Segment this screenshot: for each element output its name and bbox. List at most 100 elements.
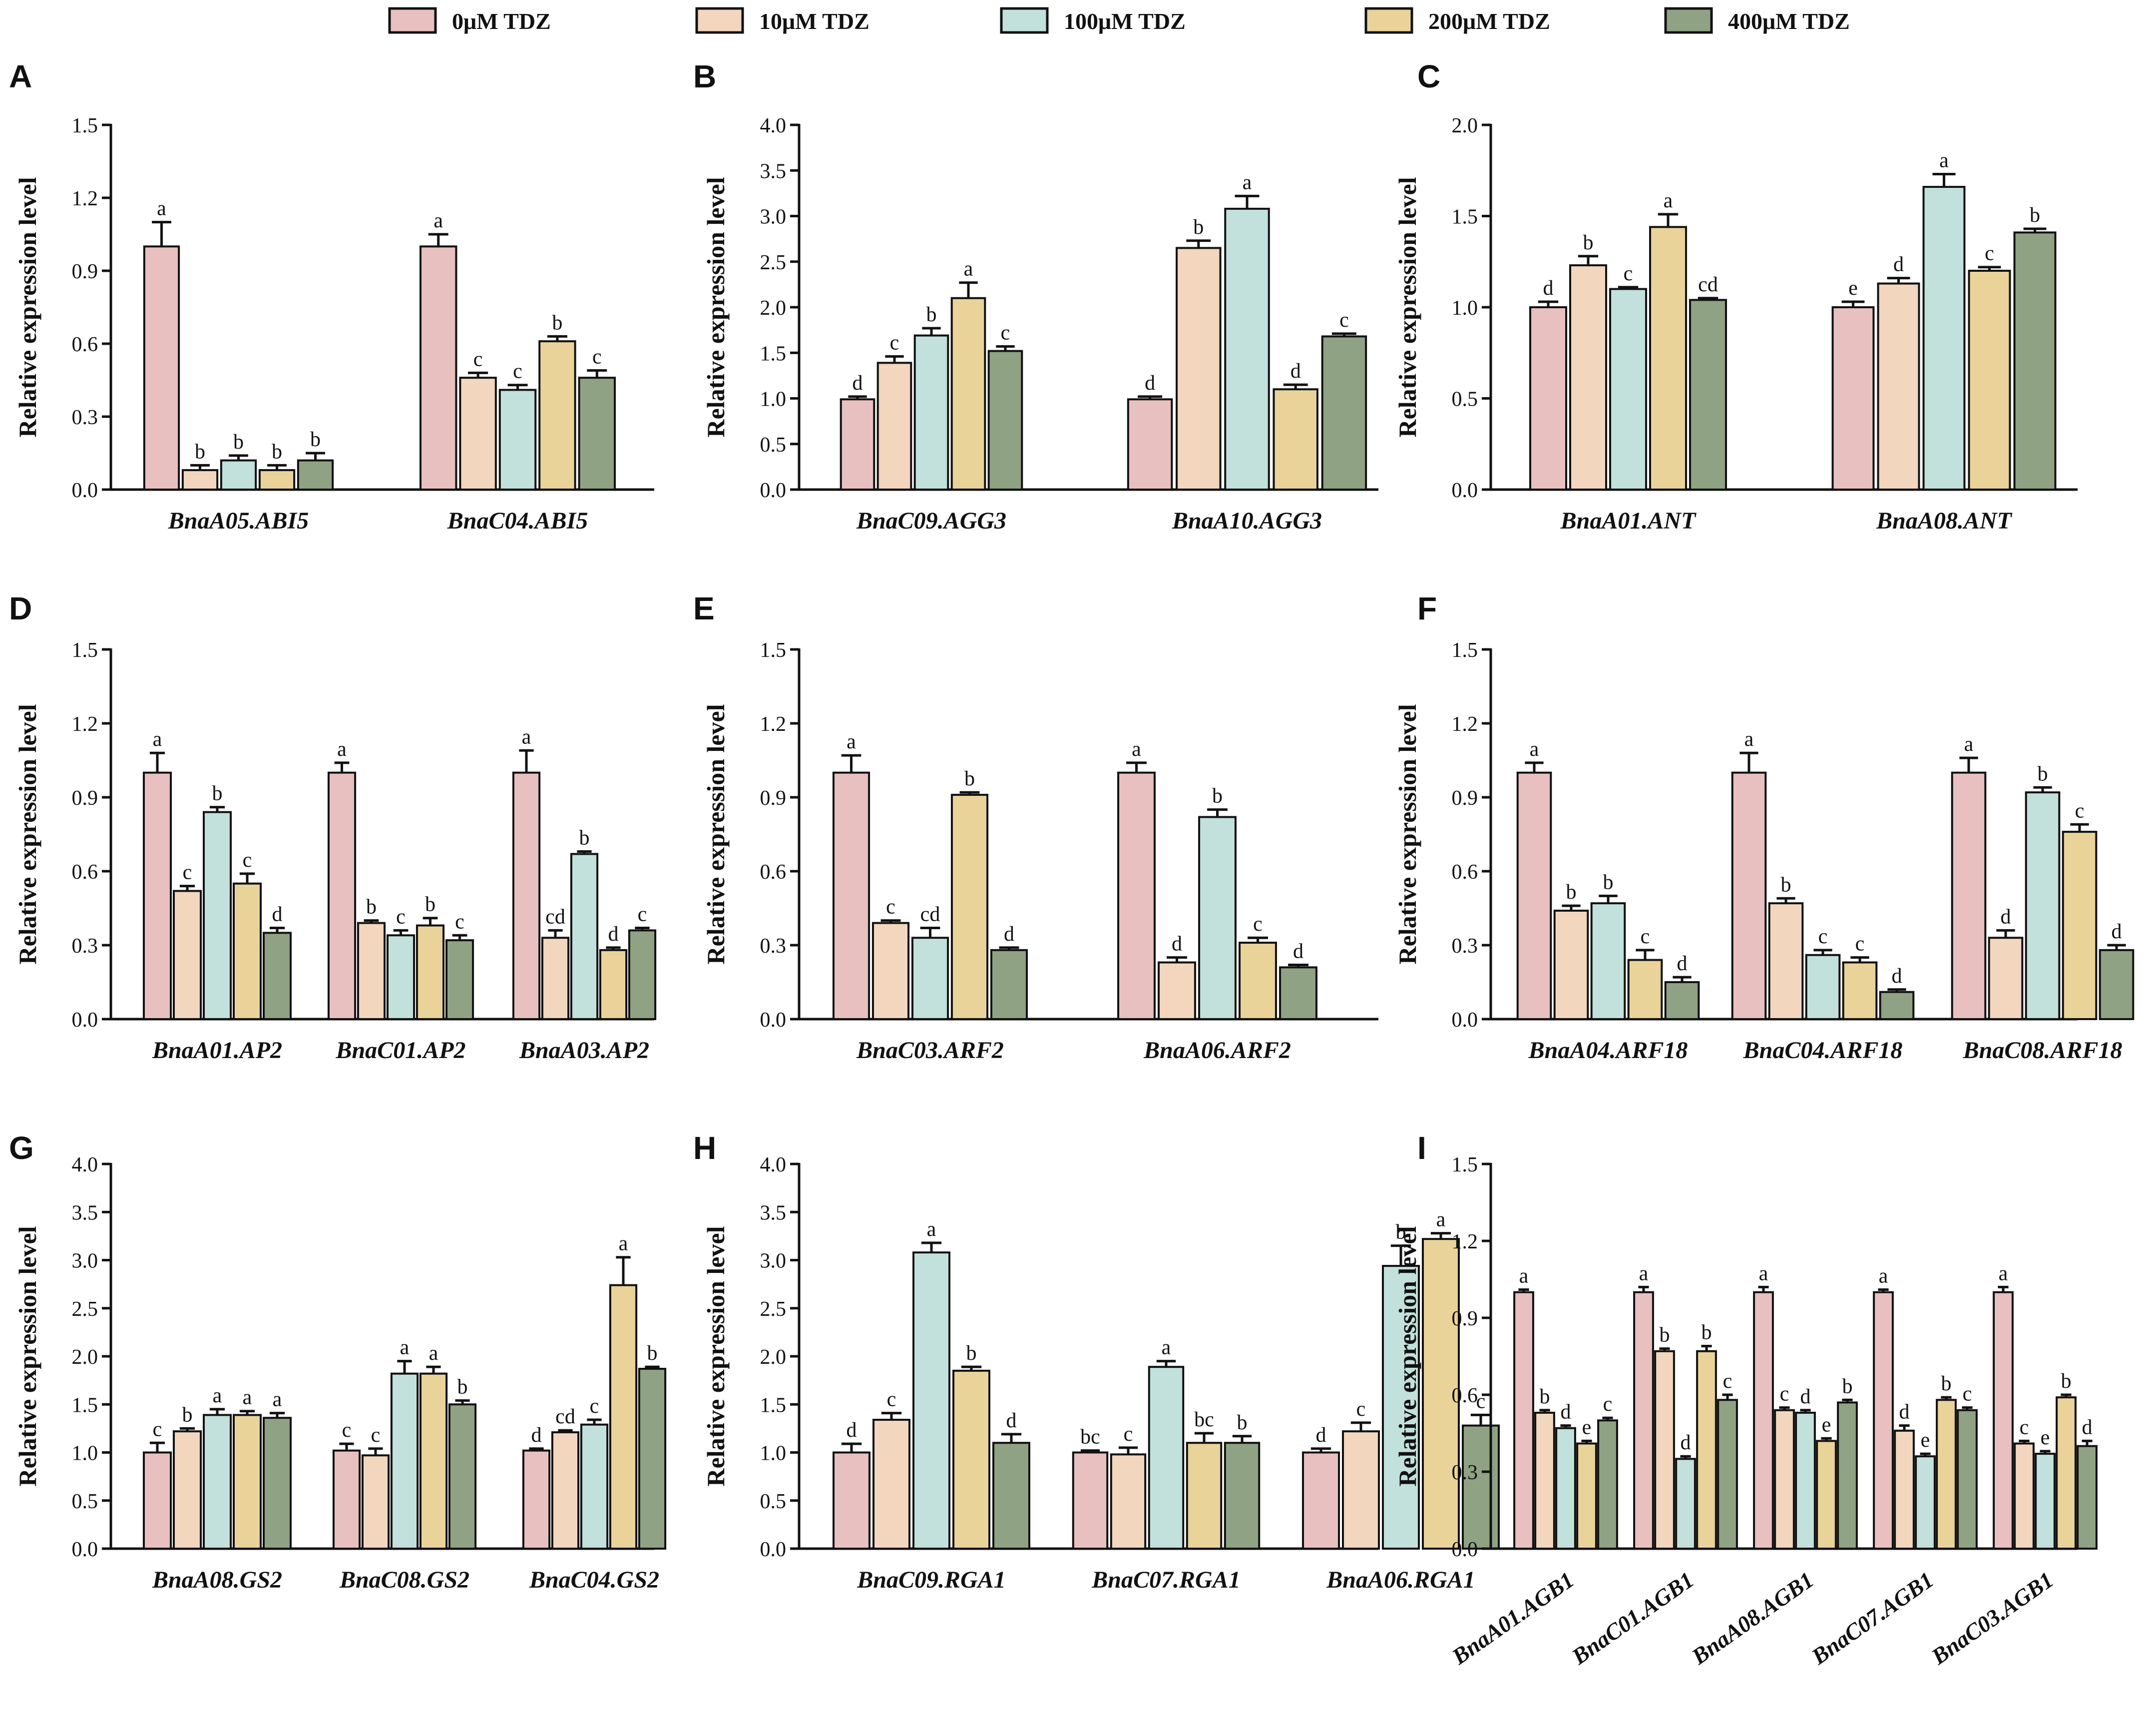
bar (522, 1449, 551, 1550)
category-label: BnaA03.AP2 (519, 1037, 649, 1064)
y-tick-label: 0.0 (72, 1538, 98, 1561)
significance-letter: a (337, 738, 347, 761)
significance-letter: c (473, 348, 483, 371)
significance-letter: d (853, 372, 863, 395)
panel-H: H 0.0 0.5 1.0 1.5 2.0 2.5 3.0 3.5 4.0 Relative exp… (693, 1130, 1500, 1593)
bar (233, 1414, 262, 1550)
bar (578, 377, 616, 491)
bar (1816, 1440, 1837, 1550)
y-tick-label: 1.0 (760, 1442, 787, 1465)
y-tick-label: 2.5 (760, 1298, 787, 1321)
significance-letter: c (590, 1395, 599, 1418)
bar (1513, 1291, 1534, 1550)
bar-group: d b a d c BnaA10.AGG3 (1127, 171, 1367, 534)
bar (173, 890, 202, 1020)
panels: A 0.0 0.3 0.6 0.9 1.2 1.5 Relative expression l… (9, 58, 2135, 1670)
significance-letter: d (1006, 1409, 1017, 1432)
bar-group: dcd c a b BnaC04.GS2 (522, 1232, 667, 1593)
significance-letter: e (1921, 1429, 1930, 1452)
category-label: BnaA05.ABI5 (168, 508, 309, 534)
significance-letter: b (1781, 873, 1791, 896)
significance-letter: c (396, 905, 406, 928)
bar (1555, 1427, 1576, 1550)
legend: 0μM TDZ 10μM TDZ 100μM TDZ 200μM TDZ 400μM T… (388, 7, 1850, 34)
y-tick-label: 0.5 (760, 1490, 787, 1513)
bar (2062, 831, 2098, 1020)
significance-letter: d (2112, 920, 2122, 943)
bar (1516, 771, 1552, 1020)
y-tick-label: 3.0 (72, 1250, 98, 1273)
legend-swatch (695, 7, 744, 34)
legend-item: 10μM TDZ (695, 7, 869, 34)
bar (599, 949, 628, 1021)
bar (987, 350, 1023, 491)
bar (416, 924, 445, 1020)
legend-item: 400μM TDZ (1664, 7, 1850, 34)
significance-letter: a (1664, 189, 1673, 212)
significance-letter: c (371, 1424, 381, 1447)
significance-letter: b (1396, 1221, 1406, 1244)
bar (386, 934, 416, 1021)
significance-letter: cd (555, 1405, 575, 1428)
bar (2025, 791, 2061, 1020)
y-tick-label: 1.5 (760, 342, 787, 365)
significance-letter: a (213, 1384, 222, 1407)
bar (143, 1451, 172, 1550)
category-label: BnaC03.AGB1 (1926, 1567, 2058, 1670)
bar (498, 389, 537, 491)
bar (992, 1442, 1030, 1550)
bar (911, 937, 949, 1020)
significance-letter: c (592, 346, 602, 369)
bar (2099, 949, 2135, 1021)
bar (1922, 186, 1966, 491)
bar (1795, 1411, 1816, 1550)
bar (1224, 207, 1270, 491)
y-axis-label: Relative expression level (13, 1226, 41, 1486)
bar (361, 1454, 390, 1550)
significance-letter: c (342, 1419, 352, 1442)
panel-B: B 0.0 0.5 1.0 1.5 2.0 2.5 3.0 3.5 4.0 Relative exp… (693, 58, 1378, 534)
significance-letter: a (1879, 1265, 1888, 1288)
significance-letter: a (400, 1336, 410, 1359)
bar (1273, 388, 1318, 491)
panel-letter: G (9, 1130, 34, 1166)
y-tick-label: 0.0 (1452, 479, 1478, 502)
significance-letter: c (243, 849, 252, 872)
significance-letter: d (1899, 1401, 1910, 1424)
significance-letter: c (153, 1418, 162, 1441)
y-tick-label: 0.3 (1452, 935, 1478, 958)
category-label: BnaC04.ABI5 (447, 508, 588, 534)
significance-letter: c (1603, 1393, 1613, 1416)
bar-group: a c c b c BnaC04.ABI5 (419, 209, 616, 534)
y-tick-label: 1.0 (72, 1442, 98, 1465)
bar-group: d c b a c BnaC09.AGG3 (840, 258, 1023, 534)
category-label: BnaA06.ARF2 (1143, 1037, 1291, 1064)
bar (1597, 1419, 1618, 1550)
category-label: BnaC08.ARF18 (1963, 1037, 2123, 1064)
significance-letter: b (272, 440, 282, 463)
y-tick-label: 1.5 (760, 639, 787, 662)
y-tick-label: 0.9 (72, 260, 98, 283)
legend-label: 100μM TDZ (1064, 8, 1186, 34)
panel-A: A 0.0 0.3 0.6 0.9 1.2 1.5 Relative expression l… (9, 58, 654, 534)
significance-letter: b (182, 1403, 193, 1426)
y-tick-label: 1.0 (1452, 297, 1478, 320)
significance-letter: a (1964, 733, 1974, 756)
significance-letter: d (1892, 965, 1902, 988)
category-label: BnaC07.RGA1 (1091, 1567, 1240, 1593)
bar-group: a d b c d BnaA06.ARF2 (1117, 738, 1317, 1064)
significance-letter: d (1561, 1401, 1571, 1424)
bar (1279, 966, 1317, 1021)
significance-letter: c (2075, 799, 2085, 822)
bar (628, 929, 657, 1021)
bar (1675, 1458, 1696, 1550)
panel-F: F 0.0 0.3 0.6 0.9 1.2 1.5 Relative expression l… (1393, 590, 2135, 1064)
panel-letter: A (9, 58, 32, 94)
y-tick-label: 0.5 (760, 434, 787, 457)
bar (912, 1251, 950, 1550)
significance-letter: a (1132, 738, 1141, 761)
category-label: BnaC08.GS2 (339, 1567, 469, 1593)
